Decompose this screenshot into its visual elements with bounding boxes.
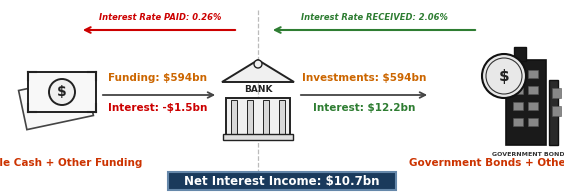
FancyBboxPatch shape [528,86,538,94]
Circle shape [482,54,526,98]
FancyBboxPatch shape [226,98,290,140]
FancyBboxPatch shape [263,100,269,134]
Text: BANK: BANK [244,86,272,94]
Text: Funding: $594bn: Funding: $594bn [108,73,208,83]
Text: Interest: $12.2bn: Interest: $12.2bn [313,103,415,113]
FancyBboxPatch shape [247,100,253,134]
Text: Investments: $594bn: Investments: $594bn [302,73,426,83]
FancyBboxPatch shape [528,118,538,126]
Text: Government Bonds + Other: Government Bonds + Other [409,158,564,168]
FancyBboxPatch shape [549,80,558,145]
Text: Net Interest Income: $10.7bn: Net Interest Income: $10.7bn [184,174,380,187]
FancyBboxPatch shape [223,134,293,140]
Text: Interest: -$1.5bn: Interest: -$1.5bn [108,103,208,113]
Text: Idle Cash + Other Funding: Idle Cash + Other Funding [0,158,142,168]
Text: $: $ [57,85,67,99]
FancyBboxPatch shape [528,70,538,78]
FancyBboxPatch shape [528,102,538,110]
FancyBboxPatch shape [552,106,561,116]
FancyBboxPatch shape [506,60,546,145]
FancyBboxPatch shape [552,88,561,98]
FancyBboxPatch shape [279,100,285,134]
Text: Interest Rate RECEIVED: 2.06%: Interest Rate RECEIVED: 2.06% [301,14,447,23]
Text: $: $ [499,68,509,83]
Text: Interest Rate PAID: 0.26%: Interest Rate PAID: 0.26% [99,14,221,23]
FancyBboxPatch shape [513,86,523,94]
FancyBboxPatch shape [513,118,523,126]
Circle shape [254,60,262,68]
FancyBboxPatch shape [514,47,526,61]
Polygon shape [19,76,94,130]
Polygon shape [28,72,96,112]
Polygon shape [222,60,294,82]
FancyBboxPatch shape [513,102,523,110]
Text: GOVERNMENT BONDS: GOVERNMENT BONDS [492,152,564,158]
FancyBboxPatch shape [168,172,396,190]
Circle shape [49,79,75,105]
FancyBboxPatch shape [231,100,237,134]
FancyBboxPatch shape [513,70,523,78]
